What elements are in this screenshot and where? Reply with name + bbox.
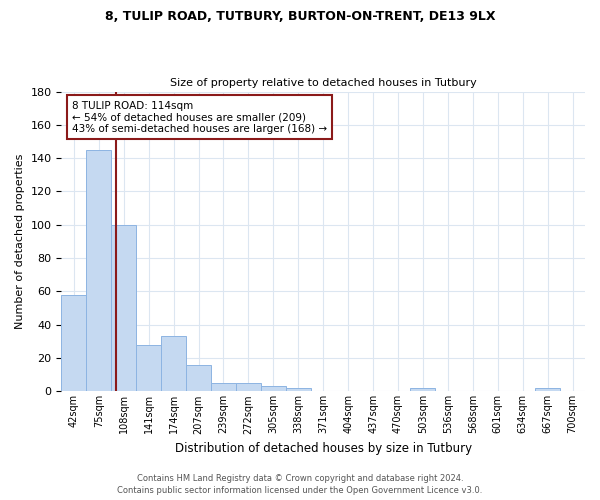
Y-axis label: Number of detached properties: Number of detached properties (15, 154, 25, 329)
Bar (161, 336, 186, 392)
Bar (535, 388, 560, 392)
Bar (236, 383, 261, 392)
Text: 8 TULIP ROAD: 114sqm
← 54% of detached houses are smaller (209)
43% of semi-deta: 8 TULIP ROAD: 114sqm ← 54% of detached h… (72, 100, 327, 134)
Bar (211, 383, 236, 392)
X-axis label: Distribution of detached houses by size in Tutbury: Distribution of detached houses by size … (175, 442, 472, 455)
Bar (111, 225, 136, 392)
Bar (261, 386, 286, 392)
Text: Contains HM Land Registry data © Crown copyright and database right 2024.
Contai: Contains HM Land Registry data © Crown c… (118, 474, 482, 495)
Bar (61, 295, 86, 392)
Bar (286, 388, 311, 392)
Bar (186, 364, 211, 392)
Bar (410, 388, 436, 392)
Title: Size of property relative to detached houses in Tutbury: Size of property relative to detached ho… (170, 78, 476, 88)
Bar (136, 344, 161, 392)
Text: 8, TULIP ROAD, TUTBURY, BURTON-ON-TRENT, DE13 9LX: 8, TULIP ROAD, TUTBURY, BURTON-ON-TRENT,… (105, 10, 495, 23)
Bar (86, 150, 111, 392)
